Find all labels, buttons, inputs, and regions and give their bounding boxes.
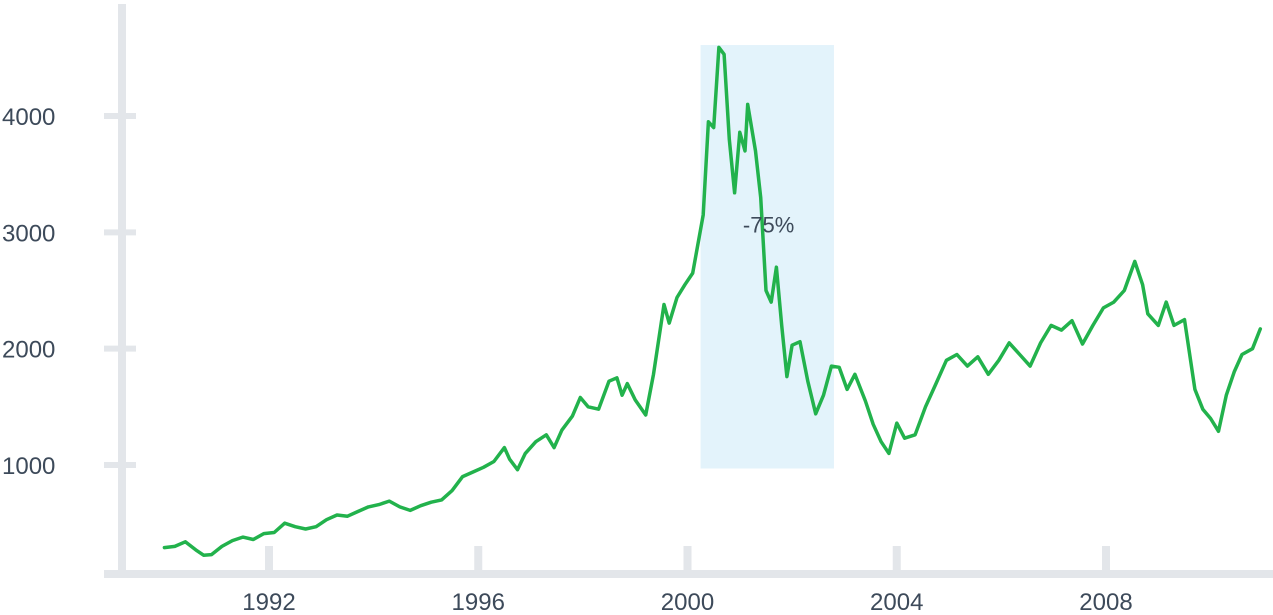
series-line [162, 45, 1263, 557]
x-tick-label: 1996 [452, 589, 505, 615]
series-group [162, 45, 1263, 557]
y-tick-label: 4000 [2, 104, 55, 131]
y-axis-ticks: 1000 2000 3000 4000 [2, 104, 136, 480]
y-tick-label: 1000 [2, 453, 55, 480]
x-tick-label: 2004 [870, 589, 923, 615]
x-tick-label: 2000 [661, 589, 714, 615]
x-tick-label: 2008 [1079, 589, 1132, 615]
y-tick-label: 3000 [2, 220, 55, 247]
y-tick-label: 2000 [2, 337, 55, 364]
drawdown-annotation: -75% [743, 212, 794, 237]
x-axis-ticks: 1992 1996 2000 2004 2008 [242, 546, 1133, 615]
x-tick-label: 1992 [242, 589, 295, 615]
